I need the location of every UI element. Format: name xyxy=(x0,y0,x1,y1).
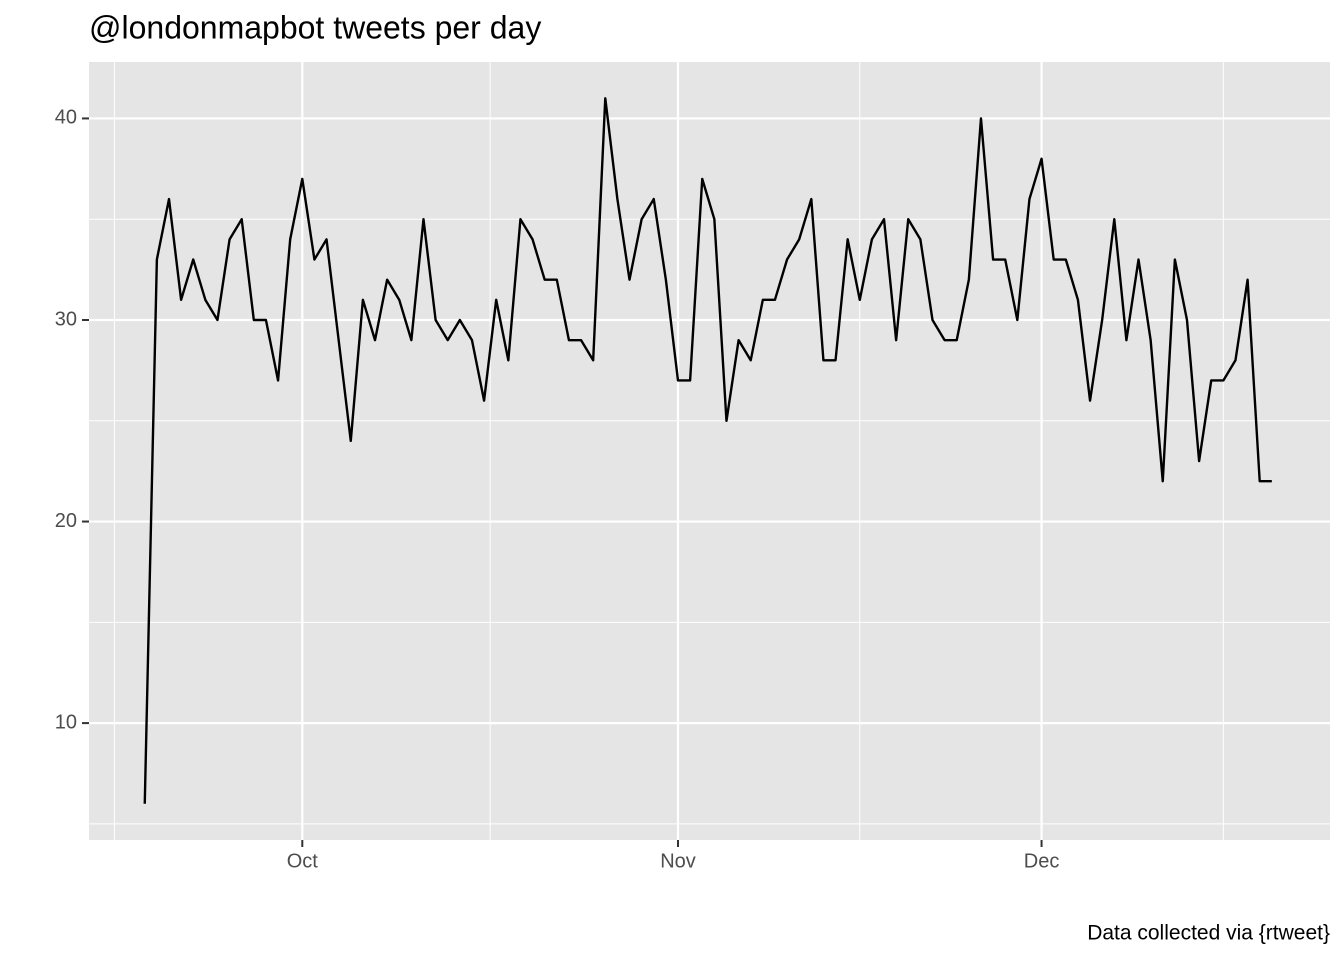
y-tick-label: 30 xyxy=(55,308,77,330)
y-tick-label: 20 xyxy=(55,510,77,532)
y-tick-label: 10 xyxy=(55,711,77,733)
x-tick-label: Oct xyxy=(287,850,319,872)
series-line xyxy=(143,97,1272,804)
x-tick-label: Dec xyxy=(1024,850,1060,872)
y-tick-label: 40 xyxy=(55,107,77,129)
plot-panel xyxy=(89,62,1330,840)
caption: Data collected via {rtweet} xyxy=(1087,922,1330,945)
x-tick-label: Nov xyxy=(660,850,696,872)
chart-title: @londonmapbot tweets per day xyxy=(89,9,541,45)
